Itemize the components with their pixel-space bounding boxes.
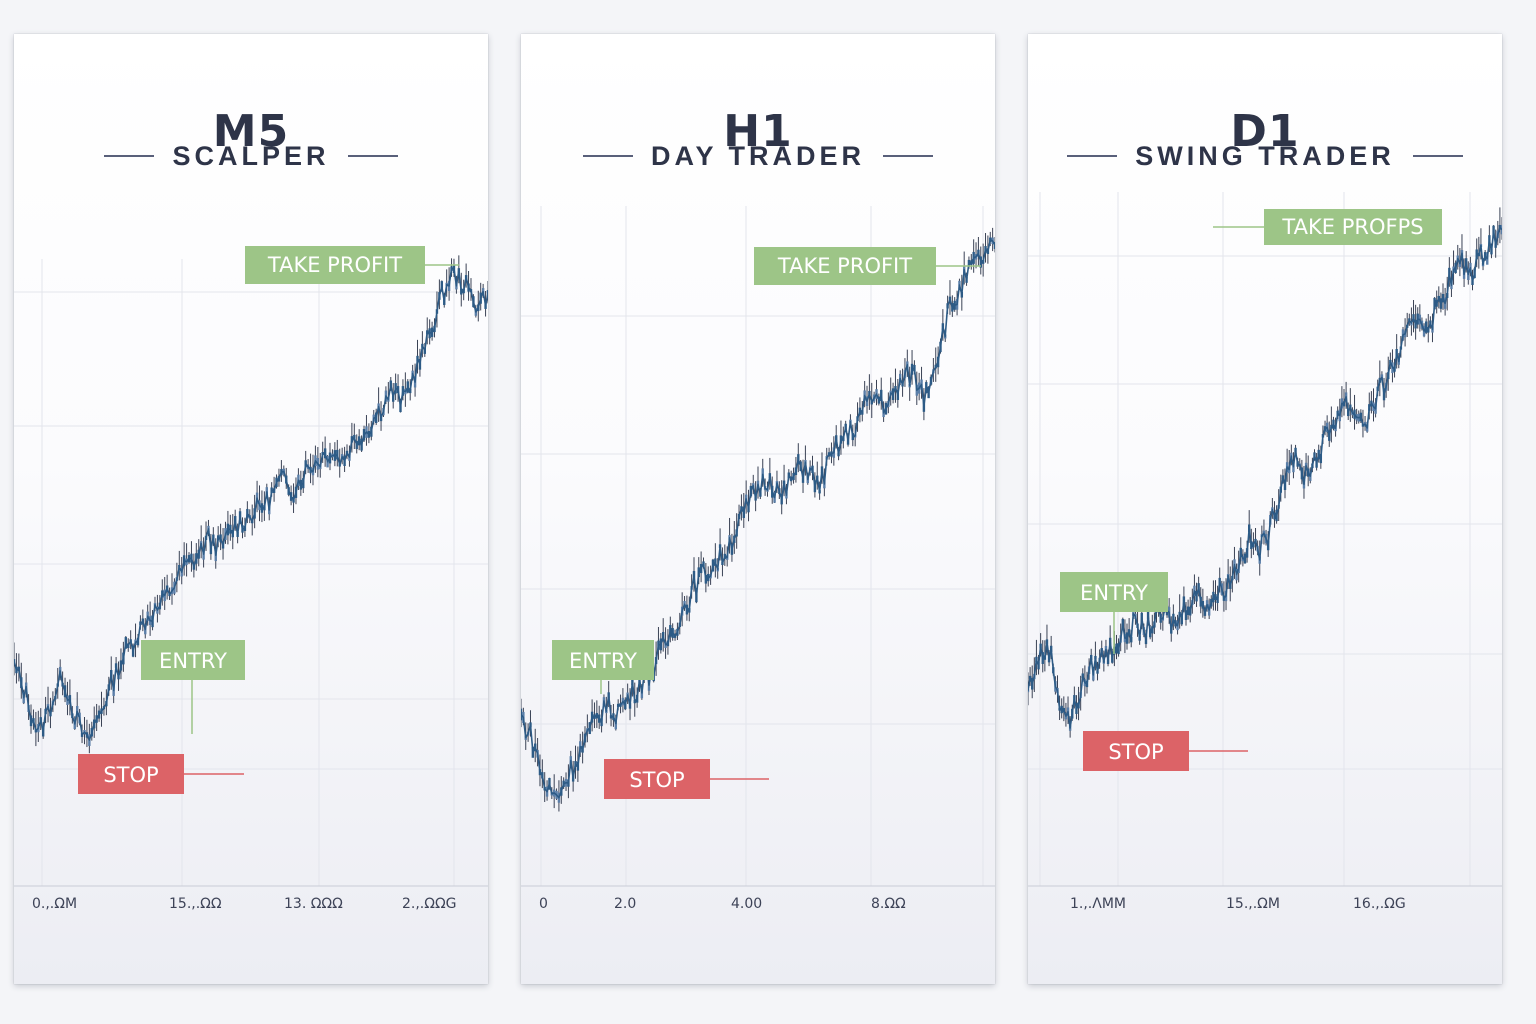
timeframe-title: M5	[212, 106, 290, 157]
price-line	[521, 239, 995, 799]
timeframe-title: H1	[723, 106, 793, 157]
entry-marker: ENTRY	[552, 640, 654, 694]
entry-marker: ENTRY	[1060, 572, 1168, 654]
x-tick-label: 1.,.ΛMM	[1070, 896, 1126, 912]
x-tick-label: 0.,.ΩM	[32, 896, 77, 912]
price-series	[14, 255, 488, 754]
price-chart: TAKE PROFIT ENTRY STOP 0 2.0 4.00 8.ΩΩ	[521, 206, 995, 912]
entry-marker: ENTRY	[141, 640, 245, 734]
x-axis-ticks: 1.,.ΛMM 15.,.ΩM 16.,.ΩG	[1070, 896, 1406, 912]
title-rule-right	[883, 155, 934, 157]
price-chart: TAKE PROFIT ENTRY STOP 0.,.ΩM 15.,.ΩΩ 13…	[14, 246, 488, 912]
entry-box	[1060, 572, 1168, 612]
stop-label: STOP	[103, 763, 158, 787]
title-rule-left	[582, 155, 633, 157]
x-tick-label: 0	[539, 896, 548, 912]
take-profit-label: TAKE PROFIT	[267, 253, 402, 277]
take-profit-marker: TAKE PROFIT	[245, 246, 459, 284]
stop-marker: STOP	[1083, 731, 1248, 771]
chart-panel-d1: D1 SWING TRADER TAKE PROFPS ENTRY STOP 1…	[1028, 34, 1502, 984]
x-tick-label: 13. ΩΩΩ	[284, 896, 343, 912]
style-subtitle: SWING TRADER	[1028, 138, 1502, 174]
x-tick-label: 15.,.ΩΩ	[169, 896, 222, 912]
title-rule-left	[1067, 155, 1118, 157]
chart-panel-h1: H1 DAY TRADER TAKE PROFIT ENTRY STOP 0 2…	[521, 34, 995, 984]
trader-style-label: SWING TRADER	[1135, 140, 1395, 171]
price-line	[14, 267, 488, 742]
stop-box	[1083, 731, 1189, 771]
take-profit-label: TAKE PROFPS	[1281, 215, 1423, 239]
price-series	[1028, 207, 1502, 738]
stop-box	[78, 754, 184, 794]
stop-marker: STOP	[604, 759, 769, 799]
entry-box	[552, 640, 654, 680]
take-profit-box	[245, 246, 425, 284]
x-tick-label: 16.,.ΩG	[1353, 896, 1406, 912]
trader-style-label: DAY TRADER	[650, 140, 866, 171]
x-tick-label: 2.,.ΩΩG	[402, 896, 457, 912]
timeframe-title: D1	[1230, 106, 1300, 157]
price-chart: TAKE PROFPS ENTRY STOP 1.,.ΛMM 15.,.ΩM 1…	[1028, 192, 1502, 912]
chart-panel-m5: M5 SCALPER TAKE PROFIT ENTRY STOP 0.,.ΩM…	[14, 34, 488, 984]
x-tick-label: 4.00	[731, 896, 762, 912]
trader-style-label: SCALPER	[172, 140, 330, 171]
stop-label: STOP	[1108, 740, 1163, 764]
entry-box	[141, 640, 245, 680]
take-profit-marker: TAKE PROFIT	[754, 247, 981, 285]
entry-label: ENTRY	[569, 649, 637, 673]
stop-marker: STOP	[78, 754, 244, 794]
title-rule-right	[347, 155, 398, 157]
title-rule-left	[104, 155, 155, 157]
take-profit-label: TAKE PROFIT	[777, 254, 912, 278]
entry-label: ENTRY	[159, 649, 227, 673]
stop-box	[604, 759, 710, 799]
stop-label: STOP	[629, 768, 684, 792]
title-rule-right	[1412, 155, 1463, 157]
x-tick-label: 15.,.ΩM	[1226, 896, 1280, 912]
take-profit-marker: TAKE PROFPS	[1213, 209, 1442, 245]
x-axis-ticks: 0.,.ΩM 15.,.ΩΩ 13. ΩΩΩ 2.,.ΩΩG	[32, 896, 457, 912]
price-line	[1028, 226, 1502, 729]
style-subtitle: SCALPER	[14, 138, 488, 174]
x-tick-label: 2.0	[614, 896, 636, 912]
style-subtitle: DAY TRADER	[521, 138, 995, 174]
price-series	[521, 227, 995, 812]
take-profit-box	[1264, 209, 1442, 245]
take-profit-box	[754, 247, 936, 285]
chart-grid	[521, 206, 995, 887]
x-axis-ticks: 0 2.0 4.00 8.ΩΩ	[539, 896, 906, 912]
x-tick-label: 8.ΩΩ	[871, 896, 906, 912]
entry-label: ENTRY	[1080, 581, 1148, 605]
